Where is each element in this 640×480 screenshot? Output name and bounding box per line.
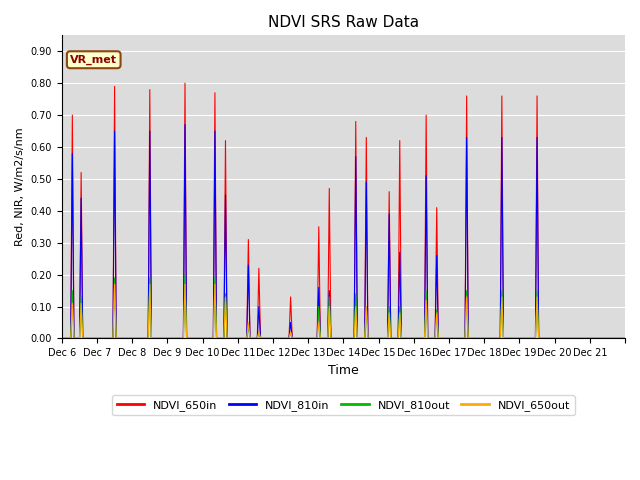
NDVI_650in [262,336,269,341]
NDVI_810out [181,272,189,277]
NDVI_650in [86,336,94,341]
Line: NDVI_650in: NDVI_650in [62,83,625,338]
Title: NDVI SRS Raw Data: NDVI SRS Raw Data [268,15,419,30]
NDVI_650out [476,336,483,341]
NDVI_650in [416,336,424,341]
NDVI_810in [506,336,513,341]
NDVI_810out [86,336,94,341]
NDVI_810out [58,336,66,341]
NDVI_810in [86,336,94,341]
NDVI_810in [416,336,424,341]
NDVI_650in [58,336,66,341]
NDVI_650out [391,336,399,341]
NDVI_650out [506,336,513,341]
Line: NDVI_810out: NDVI_810out [62,275,625,338]
Line: NDVI_650out: NDVI_650out [62,284,625,338]
NDVI_650in [506,336,513,341]
Legend: NDVI_650in, NDVI_810in, NDVI_810out, NDVI_650out: NDVI_650in, NDVI_810in, NDVI_810out, NDV… [112,396,575,415]
NDVI_650out [58,336,66,341]
NDVI_810in [181,122,189,128]
Y-axis label: Red, NIR, W/m2/s/nm: Red, NIR, W/m2/s/nm [15,128,25,246]
NDVI_810out [391,336,399,341]
NDVI_650in [181,80,189,86]
NDVI_650out [416,336,424,341]
X-axis label: Time: Time [328,364,359,377]
NDVI_810out [416,336,424,341]
NDVI_650out [621,336,629,341]
NDVI_810in [58,336,66,341]
Line: NDVI_810in: NDVI_810in [62,125,625,338]
NDVI_810in [262,336,269,341]
NDVI_810out [262,336,269,341]
NDVI_810out [506,336,513,341]
NDVI_650in [476,336,483,341]
NDVI_650out [86,336,94,341]
NDVI_650out [262,336,269,341]
NDVI_810in [476,336,483,341]
NDVI_810out [621,336,629,341]
NDVI_650in [391,336,399,341]
NDVI_650out [111,281,118,287]
Text: VR_met: VR_met [70,55,117,65]
NDVI_650in [621,336,629,341]
NDVI_810out [476,336,483,341]
NDVI_810in [391,336,399,341]
NDVI_810in [621,336,629,341]
